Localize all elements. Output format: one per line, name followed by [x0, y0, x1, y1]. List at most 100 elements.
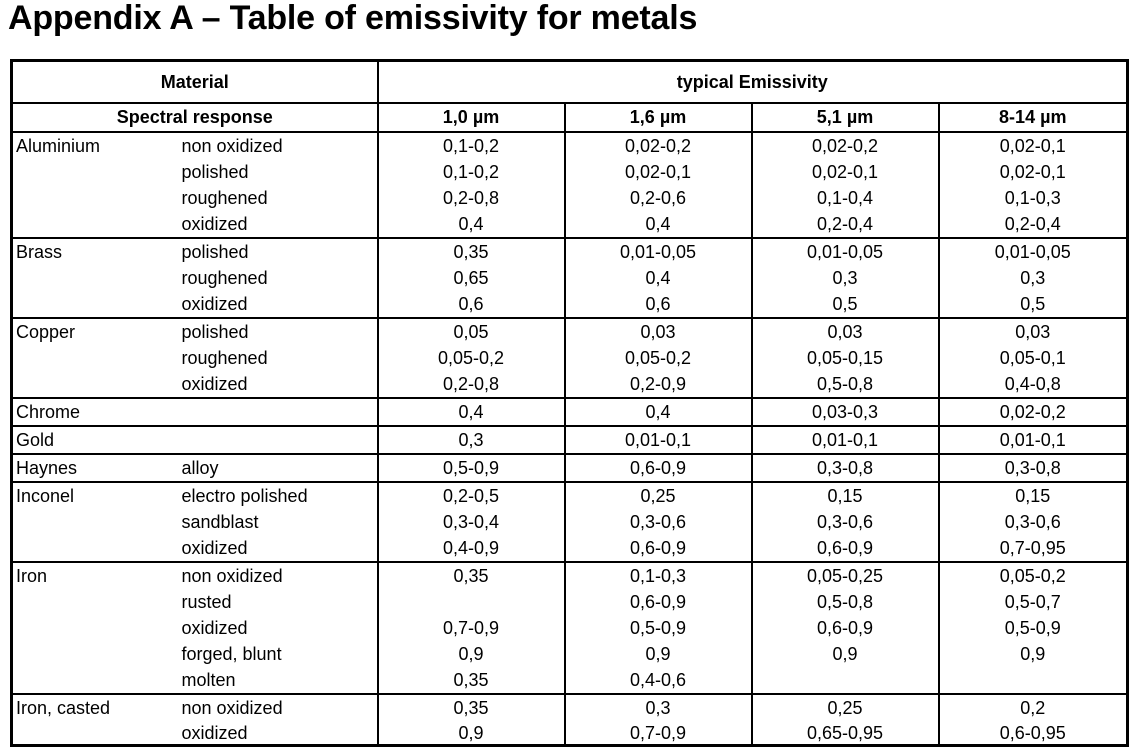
emissivity-table: Material typical Emissivity Spectral res… — [10, 59, 1130, 747]
table-row: roughened 0,05-0,2 0,05-0,2 0,05-0,15 0,05-0… — [10, 345, 1129, 371]
material-name — [10, 509, 178, 535]
emissivity-value: 0,25 — [563, 482, 753, 509]
material-name: Inconel — [10, 482, 178, 509]
header-typical-emissivity: typical Emissivity — [376, 60, 1129, 104]
emissivity-value: 0,2 — [937, 694, 1129, 721]
emissivity-value: 0,4-0,8 — [937, 371, 1129, 399]
table-row: molten 0,35 0,4-0,6 — [10, 667, 1129, 695]
surface-condition: forged, blunt — [177, 641, 379, 667]
table-row: forged, blunt 0,9 0,9 0,9 0,9 — [10, 641, 1129, 667]
surface-condition: roughened — [177, 345, 379, 371]
material-name — [10, 185, 178, 211]
surface-condition: oxidized — [177, 535, 379, 563]
emissivity-value: 0,02-0,1 — [937, 159, 1129, 185]
material-name: Copper — [10, 318, 178, 345]
table-row: oxidized 0,7-0,9 0,5-0,9 0,6-0,9 0,5-0,9 — [10, 615, 1129, 641]
emissivity-value: 0,02-0,1 — [937, 132, 1129, 159]
table-row: Inconel electro polished 0,2-0,5 0,25 0,15 0,… — [10, 482, 1129, 509]
emissivity-value: 0,6 — [376, 291, 566, 319]
emissivity-value: 0,01-0,05 — [750, 238, 940, 265]
emissivity-value: 0,05 — [376, 318, 566, 345]
material-name — [10, 371, 178, 399]
table-row: Chrome 0,4 0,4 0,03-0,3 0,02-0,2 — [10, 398, 1129, 427]
material-name — [10, 589, 178, 615]
emissivity-value: 0,5-0,9 — [563, 615, 753, 641]
header-wavelength: 1,0 µm — [376, 103, 566, 133]
surface-condition — [177, 426, 379, 455]
table-row: Iron, casted non oxidized 0,35 0,3 0,25 0,2 — [10, 694, 1129, 721]
emissivity-value: 0,4-0,9 — [376, 535, 566, 563]
emissivity-value: 0,3 — [937, 265, 1129, 291]
material-name — [10, 265, 178, 291]
table-row: Gold 0,3 0,01-0,1 0,01-0,1 0,01-0,1 — [10, 426, 1129, 455]
surface-condition: oxidized — [177, 211, 379, 239]
table-row: roughened 0,2-0,8 0,2-0,6 0,1-0,4 0,1-0,3 — [10, 185, 1129, 211]
emissivity-value: 0,1-0,3 — [563, 562, 753, 589]
surface-condition — [177, 398, 379, 427]
emissivity-value: 0,05-0,15 — [750, 345, 940, 371]
emissivity-value: 0,01-0,1 — [563, 426, 753, 455]
emissivity-value: 0,7-0,9 — [376, 615, 566, 641]
emissivity-value: 0,6-0,9 — [750, 615, 940, 641]
emissivity-value: 0,02-0,1 — [750, 159, 940, 185]
emissivity-value: 0,35 — [376, 562, 566, 589]
emissivity-value: 0,5 — [937, 291, 1129, 319]
emissivity-value: 0,05-0,25 — [750, 562, 940, 589]
emissivity-value: 0,05-0,2 — [376, 345, 566, 371]
table-row: oxidized 0,2-0,8 0,2-0,9 0,5-0,8 0,4-0,8 — [10, 371, 1129, 399]
emissivity-value: 0,4 — [563, 265, 753, 291]
emissivity-value: 0,01-0,05 — [563, 238, 753, 265]
emissivity-value: 0,03 — [563, 318, 753, 345]
emissivity-value: 0,02-0,1 — [563, 159, 753, 185]
emissivity-value: 0,15 — [937, 482, 1129, 509]
emissivity-value: 0,9 — [937, 641, 1129, 667]
surface-condition: polished — [177, 318, 379, 345]
emissivity-value: 0,2-0,8 — [376, 371, 566, 399]
emissivity-value: 0,35 — [376, 238, 566, 265]
emissivity-value: 0,9 — [750, 641, 940, 667]
table-row: roughened 0,65 0,4 0,3 0,3 — [10, 265, 1129, 291]
emissivity-value: 0,3-0,6 — [937, 509, 1129, 535]
page-title: Appendix A – Table of emissivity for met… — [8, 0, 698, 37]
emissivity-value — [750, 667, 940, 695]
material-name: Chrome — [10, 398, 178, 427]
material-name: Iron — [10, 562, 178, 589]
table-row: oxidized 0,6 0,6 0,5 0,5 — [10, 291, 1129, 319]
emissivity-value: 0,05-0,2 — [937, 562, 1129, 589]
emissivity-value: 0,2-0,6 — [563, 185, 753, 211]
surface-condition: oxidized — [177, 615, 379, 641]
header-wavelength: 5,1 µm — [750, 103, 940, 133]
emissivity-value: 0,03 — [750, 318, 940, 345]
emissivity-value: 0,65-0,95 — [750, 721, 940, 747]
emissivity-value: 0,9 — [376, 721, 566, 747]
emissivity-value: 0,6-0,95 — [937, 721, 1129, 747]
material-name — [10, 721, 178, 747]
surface-condition: roughened — [177, 185, 379, 211]
emissivity-value: 0,3 — [563, 694, 753, 721]
emissivity-value: 0,2-0,5 — [376, 482, 566, 509]
table-row: Iron non oxidized 0,35 0,1-0,3 0,05-0,25 0,05… — [10, 562, 1129, 589]
emissivity-value: 0,7-0,9 — [563, 721, 753, 747]
table-row: Copper polished 0,05 0,03 0,03 0,03 — [10, 318, 1129, 345]
table-row: oxidized 0,9 0,7-0,9 0,65-0,95 0,6-0,95 — [10, 721, 1129, 747]
surface-condition: non oxidized — [177, 132, 379, 159]
emissivity-value: 0,03-0,3 — [750, 398, 940, 427]
table-row: polished 0,1-0,2 0,02-0,1 0,02-0,1 0,02-0,1 — [10, 159, 1129, 185]
surface-condition: oxidized — [177, 371, 379, 399]
header-spectral-response: Spectral response — [10, 103, 379, 133]
emissivity-value: 0,6-0,9 — [750, 535, 940, 563]
surface-condition: non oxidized — [177, 562, 379, 589]
material-name — [10, 211, 178, 239]
emissivity-value: 0,02-0,2 — [937, 398, 1129, 427]
emissivity-value: 0,4 — [376, 398, 566, 427]
table-row: Haynes alloy 0,5-0,9 0,6-0,9 0,3-0,8 0,3-0,8 — [10, 454, 1129, 483]
surface-condition: polished — [177, 238, 379, 265]
emissivity-value: 0,25 — [750, 694, 940, 721]
surface-condition: oxidized — [177, 721, 379, 747]
emissivity-value: 0,1-0,3 — [937, 185, 1129, 211]
emissivity-table-body: Material typical Emissivity Spectral res… — [10, 60, 1129, 747]
emissivity-value: 0,15 — [750, 482, 940, 509]
surface-condition: alloy — [177, 454, 379, 483]
emissivity-value: 0,4 — [376, 211, 566, 239]
header-row-wavelengths: Spectral response 1,0 µm 1,6 µm 5,1 µm 8… — [10, 103, 1129, 133]
